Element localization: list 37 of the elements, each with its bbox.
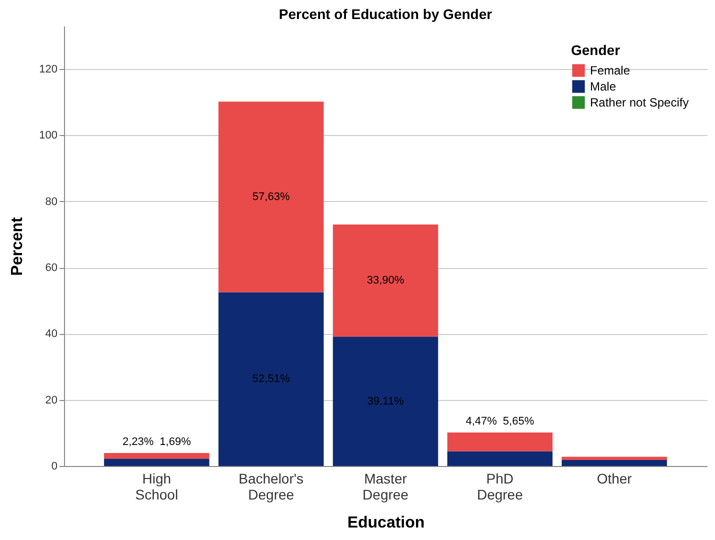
y-tick-label: 60 [45,262,58,274]
data-label: 39,11% [367,395,404,408]
data-label: 2,23% [122,436,154,448]
bar [562,456,667,460]
x-axis-title: Education [347,514,425,532]
data-label: 57,63% [252,190,290,203]
x-tick-label: Master Degree [362,470,409,502]
y-tick-label: 20 [45,394,58,406]
bar [562,460,667,466]
data-label: 33,90% [366,274,404,287]
data-label: 1,69% [160,436,192,448]
bar [218,102,324,292]
y-tick-label: 0 [51,460,58,472]
y-tick-label: 100 [39,130,58,142]
bar [447,451,553,466]
y-tick-label: 80 [45,196,58,208]
bar [447,432,553,452]
y-tick-label: 120 [39,64,58,76]
x-tick-label: High School [135,470,178,502]
legend-title: Gender [571,42,621,58]
y-axis-title: Percent [9,216,26,276]
bar [332,224,438,337]
bar [218,292,324,466]
x-tick-label: PhD Degree [476,470,524,502]
y-tick-label: 40 [45,328,58,340]
data-label: 5,65% [502,416,534,428]
bar [332,336,438,466]
chart-title: Percent of Education by Gender [278,6,493,22]
legend-label: Female [590,64,630,78]
bar [104,458,210,466]
data-label: 4,47% [466,416,498,428]
x-tick-label: Other [596,470,632,486]
legend-label: Male [590,80,616,94]
data-label: 52,51% [252,373,290,386]
legend-label: Rather not Specify [590,96,689,110]
x-tick-label: Bachelor's Degree [238,470,304,502]
bar [104,453,210,459]
